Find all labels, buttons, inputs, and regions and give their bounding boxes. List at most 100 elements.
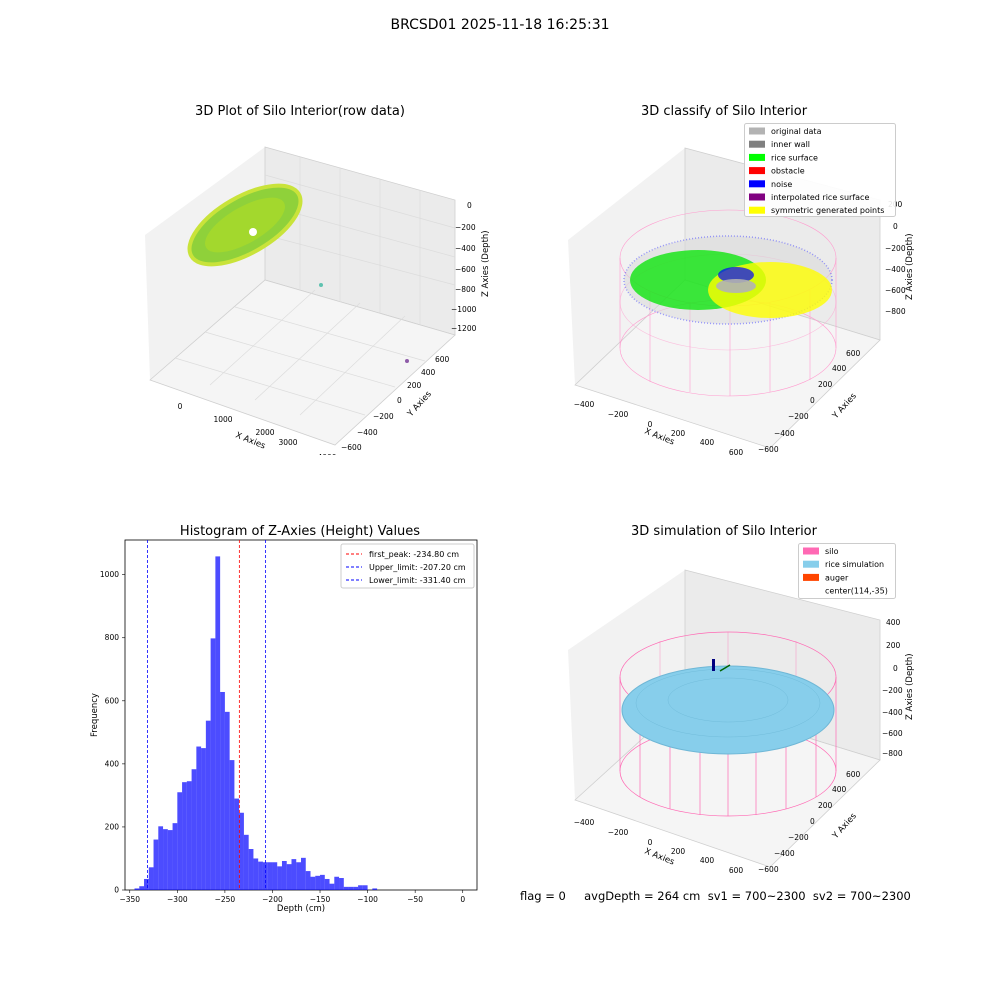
panel4-ytick-6: −600 (758, 865, 779, 874)
hist-ytick-0: 0 (114, 886, 119, 895)
panel4-zlabel: Z Axies (Depth) (905, 653, 915, 720)
panel2-legend-swatch-0 (749, 127, 765, 135)
hist-xtick-4: −150 (310, 895, 331, 904)
panel2-xtick-0: −400 (574, 400, 595, 409)
hist-bar (281, 860, 287, 890)
panel1-ytick-5: −400 (357, 428, 378, 437)
hist-xtick-3: −200 (262, 895, 283, 904)
panel2-ztick-1: 0 (893, 222, 898, 231)
panel3-xlabel: Depth (cm) (277, 904, 325, 914)
panel1-ytick-6: −600 (341, 443, 362, 452)
hist-bar (220, 691, 225, 890)
panel3-title: Histogram of Z-Axies (Height) Values (179, 524, 421, 539)
panel1-ztick-5: −1000 (451, 305, 477, 314)
panel4-ticks: −400 −200 0 200 400 600 600 400 200 0 −2… (574, 618, 903, 875)
panel2-legend-label-0: original data (771, 127, 822, 136)
status-footer: flag = 0 avgDepth = 264 cm sv1 = 700~230… (520, 889, 911, 903)
hist-bar (348, 886, 354, 890)
panel1-ytick-4: −200 (373, 412, 394, 421)
hist-xtick-1: −300 (167, 895, 188, 904)
panel4-title: 3D simulation of Silo Interior (631, 524, 817, 539)
hist-ytick-4: 800 (105, 633, 120, 642)
hist-xtick-6: −50 (407, 895, 423, 904)
hist-bar (167, 830, 173, 890)
hist-bar (305, 871, 311, 890)
hist-bar (358, 885, 363, 890)
panel1-points (187, 183, 409, 363)
panel4-legend-swatch-2 (803, 573, 819, 581)
panel1-ytick-3: 0 (397, 396, 402, 405)
hist-bar (148, 867, 154, 890)
panel1-ylabel: Y Axies (405, 389, 434, 420)
hist-bar (272, 862, 278, 890)
panel2-zlabel: Z Axies (Depth) (905, 233, 915, 300)
panel1-ztick-1: −200 (455, 223, 476, 232)
panel4-ztick-1: 200 (886, 641, 901, 650)
hist-bar (329, 883, 335, 890)
hist-bar (291, 859, 297, 890)
panel4-xtick-4: 400 (700, 856, 715, 865)
panel2-ylabel: Y Axies (830, 391, 859, 422)
panel1-xtick-0: 0 (178, 402, 183, 411)
hist-xtick-0: −350 (119, 895, 140, 904)
hist-bar (315, 875, 321, 890)
hist-bar (182, 782, 187, 890)
panel2-legend-label-1: inner wall (771, 140, 810, 149)
panel2-legend-swatch-6 (749, 206, 765, 214)
panel1-ytick-2: 200 (407, 381, 422, 390)
panel4-ytick-0: 600 (846, 770, 861, 779)
panel1-ticks: 0 1000 2000 3000 4000 600 400 200 0 −200… (178, 201, 477, 455)
panel2-xtick-5: 600 (729, 448, 744, 457)
panel4-legend-label-3: center(114,-35) (825, 587, 888, 596)
panel2-ztick-3: −400 (885, 265, 906, 274)
panel3-ylabel: Frequency (90, 693, 100, 737)
panel4-legend: silo rice simulation auger center(114,-35) (798, 543, 896, 599)
hist-bar (158, 826, 164, 890)
hist-legend-label-2: Lower_limit: -331.40 cm (369, 576, 466, 585)
panel2-xtick-4: 400 (700, 438, 715, 447)
panel2-xtick-1: −200 (608, 410, 629, 419)
hist-bar (224, 711, 230, 890)
hist-bar (334, 876, 340, 890)
panel4-ylabel: Y Axies (830, 811, 859, 842)
panel2-legend-swatch-3 (749, 167, 765, 175)
hist-bar (205, 720, 211, 890)
panel1-ytick-0: 600 (435, 355, 450, 364)
hist-bar (353, 886, 359, 890)
panel4-ytick-4: −200 (788, 833, 809, 842)
hist-bar (234, 798, 240, 890)
panel2-legend-label-2: rice surface (771, 153, 818, 162)
panel2-title: 3D classify of Silo Interior (640, 104, 808, 119)
panel2-ytick-4: −200 (788, 412, 809, 421)
hist-ytick-1: 200 (105, 822, 120, 831)
panel4-ztick-4: −400 (882, 708, 903, 717)
hist-bar (339, 878, 344, 890)
panel2-legend-swatch-1 (749, 140, 765, 148)
panel1-xtick-4: 4000 (317, 453, 336, 455)
panel2-xtick-3: 200 (671, 429, 686, 438)
panel1-xtick-2: 2000 (255, 428, 274, 437)
panel4-legend-label-1: rice simulation (825, 560, 884, 569)
hist-bar (229, 760, 235, 890)
hist-bar (267, 862, 273, 890)
hist-bar (286, 864, 292, 890)
hist-bar (186, 781, 192, 890)
panel2-points (623, 235, 833, 325)
hist-bar (324, 878, 330, 890)
hist-bar (191, 769, 197, 890)
hist-bar (248, 849, 254, 890)
hist-bar (343, 886, 349, 890)
panel1-xtick-1: 1000 (213, 415, 232, 424)
panel2-ztick-4: −600 (885, 286, 906, 295)
hist-bar (277, 866, 282, 890)
panel2-ztick-2: −200 (885, 244, 906, 253)
panel2-legend-label-6: symmetric generated points (771, 206, 884, 215)
panel3-legend: first_peak: -234.80 cm Upper_limit: -207.… (340, 543, 475, 589)
panel1-3d-plot: 0 1000 2000 3000 4000 600 400 200 0 −200… (145, 146, 491, 455)
panel3-yticks: 0 200 400 600 800 1000 (100, 570, 125, 895)
hist-xtick-5: −100 (357, 895, 378, 904)
panel2-ztick-5: −800 (885, 307, 906, 316)
panel4-xtick-5: 600 (729, 866, 744, 875)
panel3-bars (134, 556, 378, 890)
hist-bar (172, 823, 178, 890)
